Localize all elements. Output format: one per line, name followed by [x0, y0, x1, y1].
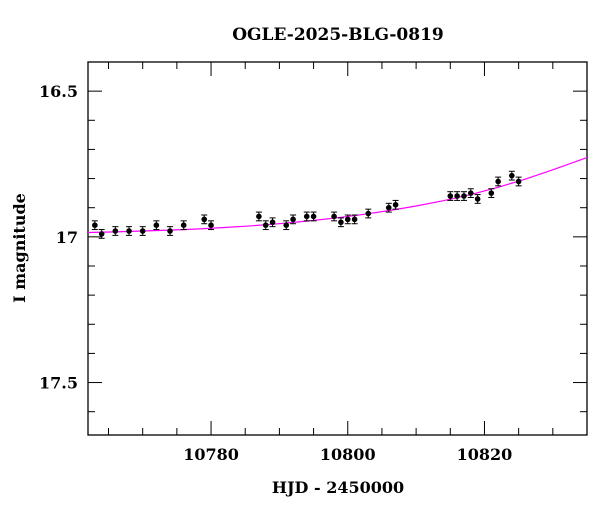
- point-marker: [338, 219, 344, 226]
- data-point: [208, 220, 215, 231]
- data-point: [488, 188, 495, 199]
- data-point: [467, 188, 474, 199]
- data-point: [139, 226, 146, 236]
- point-marker: [331, 213, 337, 220]
- data-point: [310, 211, 317, 222]
- data-point: [344, 214, 351, 225]
- x-tick-label: 10800: [320, 445, 376, 464]
- point-marker: [461, 193, 467, 199]
- point-marker: [351, 216, 358, 223]
- data-point: [351, 214, 358, 225]
- point-marker: [488, 190, 495, 196]
- point-marker: [344, 216, 351, 223]
- point-marker: [269, 219, 276, 226]
- data-point: [495, 176, 502, 187]
- y-axis-label: I magnitude: [10, 193, 29, 303]
- point-marker: [283, 222, 290, 228]
- point-marker: [495, 178, 501, 185]
- point-marker: [167, 228, 173, 234]
- data-point: [331, 211, 338, 222]
- point-marker: [112, 228, 119, 234]
- data-point: [460, 191, 467, 201]
- data-point: [91, 220, 98, 231]
- point-marker: [385, 204, 392, 211]
- data-point: [153, 220, 160, 231]
- point-marker: [208, 222, 214, 228]
- point-marker: [262, 222, 269, 228]
- plot-frame: [87, 61, 588, 436]
- point-marker: [365, 210, 372, 217]
- point-marker: [474, 196, 481, 202]
- y-axis-ticks: 16.5 17 17.5: [39, 82, 587, 413]
- x-axis-label: HJD - 2450000: [272, 478, 404, 497]
- point-marker: [201, 216, 208, 223]
- y-tick-label: 17.5: [39, 374, 78, 393]
- chart-title: OGLE-2025-BLG-0819: [232, 25, 444, 45]
- y-tick-label: 16.5: [39, 82, 78, 101]
- point-marker: [290, 216, 296, 223]
- x-tick-label: 10780: [183, 445, 239, 464]
- data-point: [112, 226, 119, 236]
- data-point: [515, 176, 522, 187]
- point-marker: [447, 193, 454, 199]
- point-marker: [256, 213, 262, 220]
- point-marker: [303, 213, 310, 220]
- model-curve: [87, 157, 588, 234]
- data-point: [201, 214, 208, 225]
- point-marker: [509, 172, 515, 179]
- data-point: [365, 208, 372, 219]
- point-marker: [454, 193, 460, 199]
- data-point: [269, 217, 276, 228]
- plot-border: [87, 61, 588, 436]
- data-point: [180, 220, 187, 231]
- data-point: [474, 194, 481, 204]
- point-marker: [139, 228, 146, 234]
- point-marker: [180, 222, 187, 228]
- data-point: [508, 170, 515, 181]
- x-axis-ticks: 10780 10800 10820: [108, 62, 554, 464]
- data-point: [454, 191, 461, 201]
- data-point: [262, 220, 269, 231]
- data-point: [290, 214, 297, 225]
- data-point: [255, 211, 262, 222]
- point-marker: [392, 201, 399, 208]
- point-marker: [92, 222, 98, 228]
- data-point: [447, 191, 454, 201]
- data-point: [126, 226, 133, 236]
- point-marker: [515, 178, 522, 185]
- data-point: [303, 211, 310, 222]
- data-point: [98, 229, 105, 239]
- data-points-layer: [91, 170, 522, 239]
- data-point: [392, 199, 399, 210]
- point-marker: [98, 231, 105, 237]
- data-point: [283, 220, 290, 231]
- point-marker: [153, 222, 160, 228]
- point-marker: [310, 213, 317, 220]
- x-tick-label: 10820: [457, 445, 513, 464]
- y-tick-label: 17: [56, 228, 78, 247]
- point-marker: [467, 190, 474, 196]
- data-point: [167, 226, 174, 236]
- model-curve-layer: [87, 157, 588, 234]
- data-point: [385, 202, 392, 213]
- data-point: [337, 217, 344, 228]
- point-marker: [126, 228, 132, 234]
